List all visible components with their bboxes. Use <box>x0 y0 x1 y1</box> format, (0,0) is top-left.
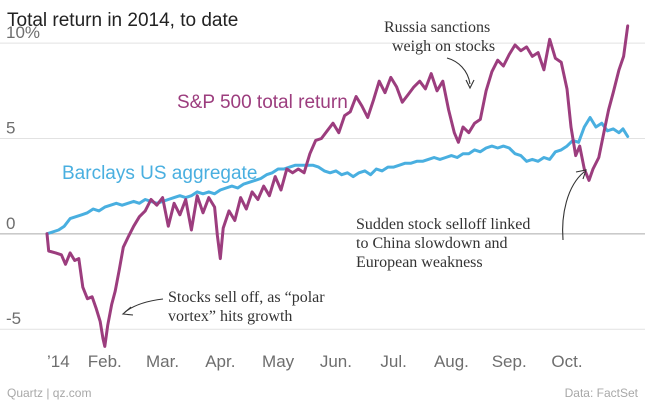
source-right: Data: FactSet <box>565 386 639 400</box>
annotation-russia: Russia sanctions weigh on stocks <box>384 19 495 90</box>
annotation-russia-arrowhead <box>465 79 475 90</box>
x-tick-label: Sep. <box>492 352 527 371</box>
annotation-china-line-3: European weakness <box>356 254 483 271</box>
y-tick-label: 5 <box>6 118 15 137</box>
x-tick-label: Aug. <box>434 352 469 371</box>
annotation-russia-arrow <box>446 57 471 85</box>
x-tick-label: Oct. <box>551 352 582 371</box>
x-tick-label: ’14 <box>47 352 70 371</box>
x-tick-label: Feb. <box>88 352 122 371</box>
y-tick-label: -5 <box>6 309 21 328</box>
chart-title: Total return in 2014, to date <box>7 10 238 31</box>
x-axis-ticks: ’14 Feb. Mar. Apr. May Jun. Jul. Aug. Sep. Oct. <box>47 352 583 371</box>
x-tick-label: Jun. <box>320 352 352 371</box>
annotation-china-arrowhead <box>575 169 587 180</box>
annotation-polar-vortex: Stocks sell off, as “polar vortex” hits … <box>121 289 325 325</box>
x-tick-label: May <box>262 352 295 371</box>
annotation-russia-line-1: Russia sanctions <box>384 19 490 36</box>
y-axis-ticks: 10% 5 0 -5 <box>6 23 40 328</box>
x-tick-label: Mar. <box>146 352 179 371</box>
y-tick-label: 10% <box>6 23 40 42</box>
annotation-polar-arrowhead <box>121 306 134 316</box>
y-tick-label: 0 <box>6 214 15 233</box>
barclays-series-label: Barclays US aggregate <box>62 163 257 184</box>
annotation-china-line-1: Sudden stock selloff linked <box>356 216 530 233</box>
gridlines <box>0 42 645 330</box>
annotation-polar-arrow <box>124 298 164 313</box>
annotation-china-line-2: to China slowdown and <box>356 235 508 252</box>
sp500-series-label: S&P 500 total return <box>177 92 348 113</box>
source-left: Quartz | qz.com <box>7 386 91 400</box>
annotation-china-arrow <box>562 171 585 241</box>
x-tick-label: Apr. <box>205 352 235 371</box>
sp500-line <box>45 24 630 348</box>
annotation-polar-line-1: Stocks sell off, as “polar <box>168 289 325 306</box>
x-tick-label: Jul. <box>380 352 406 371</box>
annotation-polar-line-2: vortex” hits growth <box>168 308 292 325</box>
annotation-china: Sudden stock selloff linked to China slo… <box>356 169 587 271</box>
annotation-russia-line-2: weigh on stocks <box>392 38 495 55</box>
